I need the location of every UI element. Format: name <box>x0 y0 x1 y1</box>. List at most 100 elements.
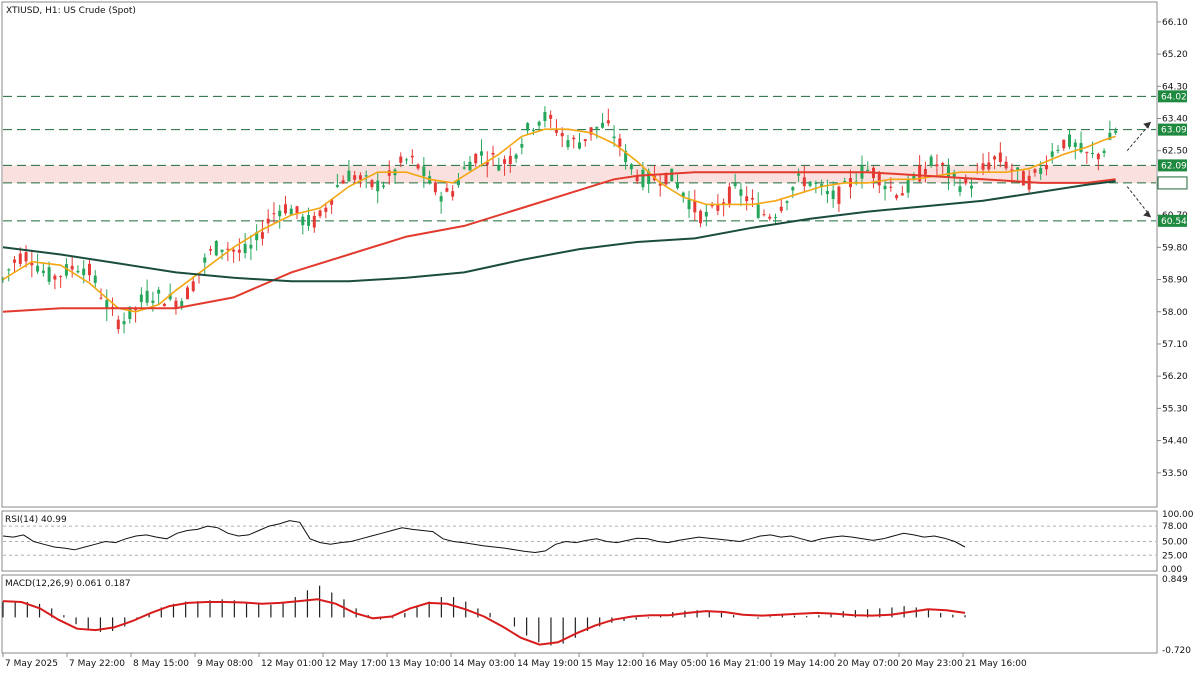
candle-body <box>191 281 195 291</box>
candle-body <box>324 207 328 212</box>
candle-body <box>722 202 726 205</box>
candle-body <box>987 162 991 170</box>
candle-body <box>618 138 622 147</box>
candle-body <box>606 120 610 124</box>
candle-body <box>774 216 778 218</box>
candle-body <box>451 191 455 197</box>
candle-body <box>209 249 213 251</box>
candle-body <box>1091 152 1095 154</box>
candle-body <box>105 300 109 310</box>
candle-body <box>330 199 334 205</box>
candle-body <box>226 248 230 250</box>
bearish-arrowhead <box>1143 210 1152 218</box>
price-tick-label: 53.50 <box>1162 469 1188 479</box>
candle-body <box>785 201 789 203</box>
candle-body <box>797 173 801 176</box>
candle-body <box>583 139 587 142</box>
candle-body <box>220 249 224 252</box>
candle-body <box>295 206 299 215</box>
candle-body <box>993 156 997 160</box>
candle-body <box>468 161 472 171</box>
candle-body <box>7 269 11 271</box>
candle-body <box>866 169 870 171</box>
candle-body <box>439 196 443 202</box>
main-pane-frame <box>1 1 1158 508</box>
candle-body <box>283 204 287 214</box>
candle-body <box>214 240 218 256</box>
candle-body <box>514 154 518 159</box>
price-tick-label: 63.40 <box>1162 115 1188 125</box>
main-pane <box>1 95 1156 334</box>
rsi-tick-label: 50.00 <box>1162 538 1188 548</box>
candle-body <box>589 127 593 135</box>
candle-body <box>30 262 34 266</box>
candle-body <box>13 259 17 263</box>
price-level-tag-label: 61.60 <box>1161 179 1187 189</box>
candle-body <box>756 204 760 218</box>
candle-body <box>307 215 311 226</box>
candle-body <box>353 175 357 180</box>
candle-body <box>693 200 697 213</box>
candle-body <box>791 187 795 191</box>
candle-body <box>445 188 449 192</box>
candle-body <box>474 153 478 164</box>
rsi-tick-label: 100.00 <box>1162 510 1194 520</box>
candle-body <box>237 249 241 253</box>
candle-body <box>768 216 772 219</box>
candle-body <box>416 164 420 169</box>
candle-body <box>376 180 380 192</box>
time-tick-label: 20 May 07:00 <box>837 659 899 669</box>
candle-body <box>249 244 253 249</box>
candle-body <box>24 252 28 262</box>
candle-body <box>59 276 63 278</box>
time-tick-label: 19 May 14:00 <box>773 659 835 669</box>
candle-body <box>572 137 576 140</box>
candle-body <box>1108 132 1112 140</box>
candle-body <box>41 270 45 274</box>
candle-body <box>185 287 189 300</box>
candle-body <box>36 265 40 272</box>
candle-body <box>998 152 1002 162</box>
bullish-arrow <box>1126 124 1150 152</box>
time-tick-label: 14 May 19:00 <box>517 659 579 669</box>
candle-body <box>93 275 97 283</box>
candle-body <box>1010 169 1014 171</box>
candle-body <box>658 183 662 186</box>
rsi-tick-label: 0.00 <box>1162 565 1182 575</box>
candle-body <box>912 174 916 179</box>
time-axis: 7 May 2025 7 May 22:00 8 May 15:00 9 May 08… <box>2 653 1027 669</box>
candle-body <box>554 128 558 133</box>
candle-body <box>820 184 824 187</box>
time-tick-label: 13 May 10:00 <box>389 659 451 669</box>
candle-body <box>814 182 818 184</box>
candle-body <box>1050 151 1054 157</box>
price-tick-label: 56.20 <box>1162 372 1188 382</box>
candle-body <box>1096 153 1100 160</box>
price-level-tag <box>1157 176 1188 190</box>
macd-tick-label: 0.849 <box>1162 575 1188 585</box>
candle-body <box>180 301 184 307</box>
candle-body <box>923 169 927 175</box>
price-axis: 66.1065.2064.3063.4062.5061.6060.7059.80… <box>1157 18 1194 656</box>
candle-body <box>1062 139 1066 149</box>
candle-body <box>981 163 985 170</box>
moving-average-ma_fast <box>2 128 1116 313</box>
candle-body <box>162 303 166 307</box>
candle-body <box>883 185 887 190</box>
price-tick-label: 65.20 <box>1162 50 1188 60</box>
bearish-arrow <box>1126 186 1150 215</box>
candle-body <box>750 197 754 200</box>
candle-body <box>491 152 495 155</box>
candle-body <box>946 166 950 179</box>
price-level-tag-label: 60.54 <box>1161 217 1187 227</box>
candle-body <box>889 186 893 188</box>
rsi-tick-label: 25.00 <box>1162 551 1188 561</box>
time-tick-label: 8 May 15:00 <box>133 659 189 669</box>
chart-title: XTIUSD, H1: US Crude (Spot) <box>6 6 136 16</box>
candle-body <box>410 155 414 158</box>
candle-body <box>526 123 530 131</box>
candle-body <box>520 144 524 148</box>
candle-body <box>122 321 126 325</box>
candle-body <box>255 232 259 241</box>
